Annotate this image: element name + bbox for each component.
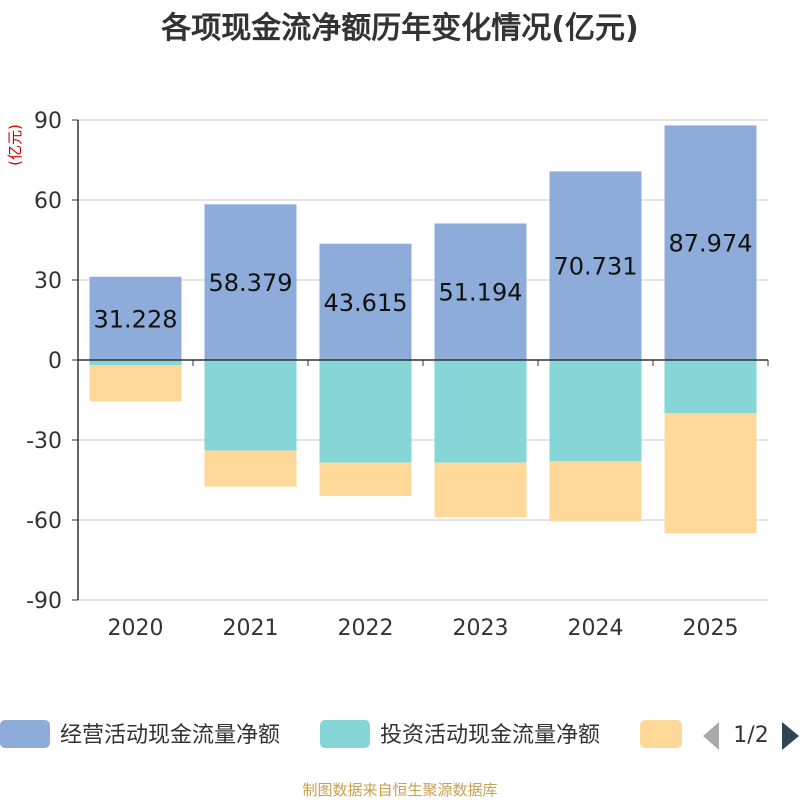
data-label-2022: 43.615 <box>324 289 408 317</box>
data-label-2020: 31.228 <box>94 305 178 333</box>
bar-operating-2022[interactable] <box>319 243 412 360</box>
legend-label-investing: 投资活动现金流量净额 <box>380 723 600 748</box>
legend-next-page-icon[interactable] <box>782 722 799 750</box>
chart-title: 各项现金流净额历年变化情况(亿元) <box>160 11 638 46</box>
y-axis-label: (亿元) <box>6 124 24 166</box>
bar-operating-2025[interactable] <box>664 125 757 360</box>
x-tick-label: 2025 <box>683 616 739 641</box>
bar-operating-2021[interactable] <box>204 204 297 360</box>
bars <box>89 125 757 534</box>
bar-operating-2024[interactable] <box>549 171 642 360</box>
y-tick-label: 90 <box>34 109 62 134</box>
legend-item-investing[interactable]: 投资活动现金流量净额 <box>320 720 600 748</box>
y-tick-label: -30 <box>26 429 62 454</box>
source-note: 制图数据来自恒生聚源数据库 <box>302 781 497 799</box>
legend-item-operating[interactable]: 经营活动现金流量净额 <box>0 720 280 748</box>
y-tick-label: 0 <box>48 349 62 374</box>
data-label-2023: 51.194 <box>439 279 523 307</box>
data-label-2021: 58.379 <box>209 269 293 297</box>
bar-investing-2025[interactable] <box>664 360 757 414</box>
x-tick-label: 2020 <box>108 616 164 641</box>
bar-investing-2022[interactable] <box>319 360 412 463</box>
data-label-2024: 70.731 <box>554 253 638 281</box>
axes: 90 60 30 0 -30 -60 -90 2020 2021 2022 2023 2024 2025 <box>26 109 769 641</box>
x-tick-label: 2023 <box>453 616 509 641</box>
bar-financing-2021[interactable] <box>204 450 297 487</box>
bar-investing-2024[interactable] <box>549 360 642 462</box>
y-tick-label: -90 <box>26 589 62 614</box>
legend-item-financing[interactable] <box>640 720 682 748</box>
legend-swatch-operating <box>0 720 50 748</box>
legend-label-operating: 经营活动现金流量净额 <box>60 723 280 748</box>
legend-page-indicator: 1/2 <box>733 723 768 748</box>
data-label-2025: 87.974 <box>669 230 753 258</box>
bar-financing-2022[interactable] <box>319 462 412 496</box>
bar-investing-2020[interactable] <box>89 360 182 366</box>
bar-financing-2025[interactable] <box>664 413 757 534</box>
data-labels: 31.228 58.379 43.615 51.194 70.731 87.974 <box>94 230 753 334</box>
y-tick-label: 30 <box>34 269 62 294</box>
grid <box>78 119 768 601</box>
x-tick-label: 2024 <box>568 616 624 641</box>
bar-operating-2023[interactable] <box>434 223 527 360</box>
bar-financing-2024[interactable] <box>549 461 642 522</box>
bar-operating-2020[interactable] <box>89 276 182 360</box>
bar-investing-2023[interactable] <box>434 360 527 463</box>
legend-swatch-investing <box>320 720 370 748</box>
bar-financing-2020[interactable] <box>89 365 182 402</box>
legend-prev-page-icon[interactable] <box>703 722 719 750</box>
bar-investing-2021[interactable] <box>204 360 297 451</box>
bar-financing-2023[interactable] <box>434 462 527 518</box>
y-tick-label: -60 <box>26 509 62 534</box>
x-tick-label: 2022 <box>338 616 394 641</box>
y-tick-label: 60 <box>34 189 62 214</box>
legend: 经营活动现金流量净额 投资活动现金流量净额 1/2 <box>0 720 799 750</box>
legend-swatch-financing <box>640 720 682 748</box>
x-tick-label: 2021 <box>223 616 279 641</box>
